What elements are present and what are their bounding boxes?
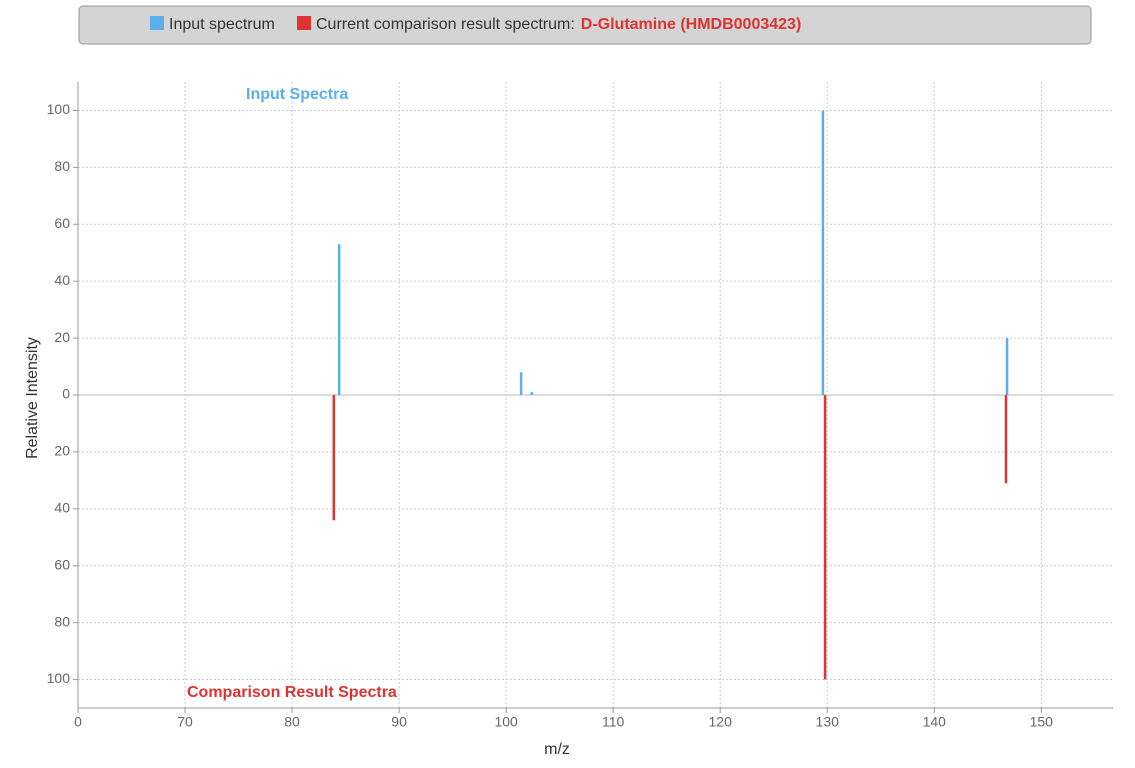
y-tick-label: 60: [54, 215, 70, 231]
y-axis-label: Relative Intensity: [24, 337, 41, 459]
x-tick-label: 100: [494, 714, 518, 730]
annotation: Input Spectra: [246, 86, 348, 103]
y-tick-label: 0: [62, 386, 70, 402]
y-tick-label: 100: [47, 670, 71, 686]
compound-name: D-Glutamine (HMDB0003423): [581, 16, 802, 33]
annotation: Comparison Result Spectra: [187, 684, 397, 701]
x-tick-label: 140: [923, 714, 947, 730]
y-tick-label: 40: [54, 272, 70, 288]
legend-swatch: [297, 16, 311, 30]
x-tick-label: 110: [602, 714, 625, 730]
y-tick-label: 20: [54, 443, 70, 459]
x-tick-label: 130: [816, 714, 840, 730]
y-tick-label: 40: [54, 500, 70, 516]
legend-label: Current comparison result spectrum:: [316, 16, 575, 33]
x-tick-label: 120: [709, 714, 733, 730]
legend-swatch: [150, 16, 164, 30]
x-tick-label: 90: [391, 714, 407, 730]
y-tick-label: 20: [54, 329, 70, 345]
x-tick-label: 150: [1030, 714, 1054, 730]
y-tick-label: 80: [54, 613, 70, 629]
y-tick-label: 80: [54, 158, 70, 174]
legend-label: Input spectrum: [169, 16, 275, 33]
x-tick-label: 80: [284, 714, 300, 730]
y-tick-label: 100: [47, 101, 71, 117]
legend-box: [78, 5, 1092, 45]
y-tick-label: 60: [54, 556, 70, 572]
x-tick-label: 70: [177, 714, 193, 730]
x-tick-label: 0: [74, 714, 82, 730]
x-axis-label: m/z: [544, 741, 570, 758]
